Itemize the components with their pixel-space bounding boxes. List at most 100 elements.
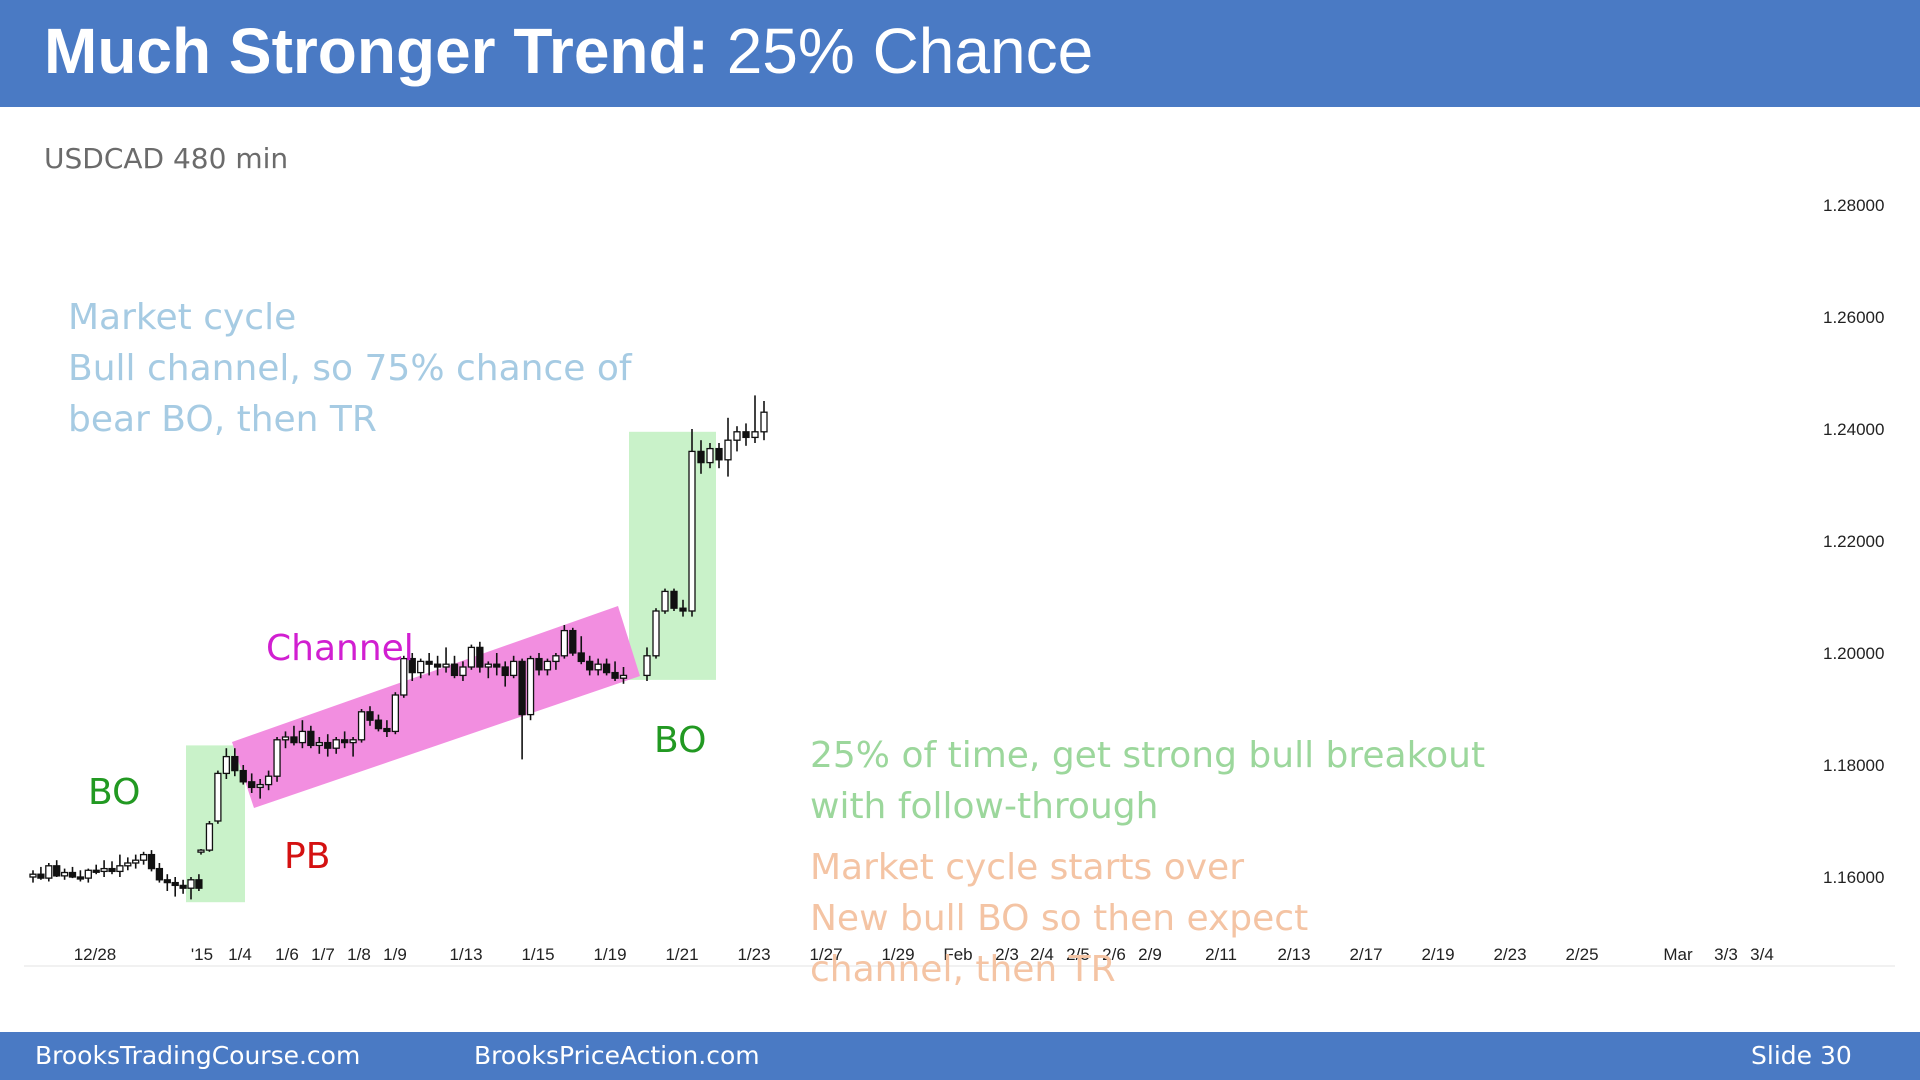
price-bar (484, 661, 492, 679)
bull-bar-body (560, 629, 568, 657)
x-tick-label: 1/6 (275, 945, 299, 964)
price-bar (408, 653, 416, 681)
y-tick-label: 1.16000 (1823, 868, 1884, 887)
bear-bar-body (408, 657, 416, 674)
price-bar (340, 731, 349, 749)
x-tick-label: 2/11 (1205, 945, 1237, 964)
bear-bar-body (307, 730, 315, 747)
x-tick-label: 1/27 (809, 945, 842, 964)
price-bar (560, 625, 568, 659)
price-bar (100, 860, 108, 877)
cycle-over-line-2: New bull BO so then expect (810, 898, 1309, 939)
price-bar (53, 860, 61, 877)
market-cycle-line-1: Market cycle (68, 297, 297, 338)
x-tick-label: 1/8 (347, 945, 371, 964)
price-bar (214, 770, 222, 824)
price-bar (733, 426, 741, 452)
price-bar (307, 725, 315, 749)
bull-bar-body (332, 739, 340, 749)
price-bar (442, 647, 450, 673)
x-tick-label: 12/28 (74, 945, 117, 964)
price-bar (29, 870, 37, 883)
bull-bar-body (197, 849, 205, 853)
bull-bar-body (652, 610, 660, 657)
channel-band (232, 606, 640, 808)
bull-bar-body (222, 755, 231, 775)
price-bar (239, 765, 247, 785)
bull-bar-body (60, 871, 69, 877)
x-tick-label: 1/29 (881, 945, 914, 964)
bull-bar-body (281, 736, 290, 741)
bear-bar-body (476, 646, 484, 668)
x-tick-label: 2/3 (995, 945, 1019, 964)
y-axis-ticks: 1.28000 1.26000 1.24000 1.22000 1.20000 1.180… (1823, 196, 1884, 887)
price-bar (357, 709, 366, 743)
footer-center-link[interactable]: BrooksPriceAction.com (474, 1041, 760, 1070)
bull-bar-body (526, 657, 535, 716)
price-bar (290, 725, 298, 746)
price-bar (751, 395, 759, 443)
price-bar (132, 854, 140, 869)
bear-bar-body (697, 450, 705, 464)
bull-bar-body (391, 694, 400, 733)
cycle-starts-over-note: Market cycle starts over New bull BO so … (810, 842, 1308, 995)
x-tick-label: 2/13 (1277, 945, 1310, 964)
x-tick-label: 1/19 (593, 945, 626, 964)
x-tick-label: 1/21 (665, 945, 698, 964)
price-bar (37, 866, 45, 880)
bo-right-label: BO (654, 720, 706, 761)
x-tick-label: 2/6 (1102, 945, 1126, 964)
bull-bar-body (688, 450, 696, 612)
bear-bar-body (374, 719, 383, 730)
price-bar (60, 868, 69, 880)
footer-left-link[interactable]: BrooksTradingCourse.com (35, 1041, 361, 1070)
price-bar (661, 588, 669, 614)
price-bar (724, 417, 732, 477)
bull-bar-body (349, 739, 357, 744)
price-bar (433, 655, 442, 676)
price-bar (688, 429, 696, 617)
price-bar (417, 658, 425, 679)
y-tick-label: 1.26000 (1823, 308, 1884, 327)
price-bar (197, 849, 205, 855)
bear-bar-body (37, 873, 45, 879)
pb-label: PB (284, 836, 330, 877)
bear-bar-body (611, 671, 619, 679)
price-bar (425, 653, 433, 676)
price-bar (332, 737, 340, 754)
price-bar (476, 641, 484, 673)
price-bar (179, 879, 187, 894)
bear-bar-body (248, 781, 256, 789)
price-bar (697, 440, 705, 474)
price-bar (248, 773, 256, 793)
x-tick-label: Mar (1663, 945, 1693, 964)
price-bar (742, 423, 750, 446)
y-tick-label: 1.24000 (1823, 420, 1884, 439)
bear-bar-body (569, 629, 577, 654)
cycle-over-line-1: Market cycle starts over (810, 847, 1245, 888)
chart-title: USDCAD 480 min (44, 142, 289, 175)
x-tick-label: 1/15 (521, 945, 554, 964)
title-bar: Much Stronger Trend: 25% Chance (0, 0, 1920, 107)
x-tick-label: Feb (943, 945, 972, 964)
x-tick-label: 1/4 (228, 945, 252, 964)
price-bar (281, 731, 290, 749)
x-tick-label: 2/23 (1493, 945, 1526, 964)
bear-bar-body (493, 663, 501, 668)
price-bar (374, 714, 383, 732)
bull-bar-body (484, 663, 492, 668)
bull-bar-body (45, 865, 53, 879)
bo-left-label: BO (88, 772, 140, 813)
y-tick-label: 1.18000 (1823, 756, 1884, 775)
bull-bar-body (187, 879, 195, 889)
bull-bar-body (256, 783, 264, 789)
price-bar (273, 737, 281, 782)
price-bar (501, 661, 509, 687)
x-tick-label: 2/25 (1565, 945, 1598, 964)
y-tick-label: 1.28000 (1823, 196, 1884, 215)
price-bar (163, 874, 171, 891)
x-tick-label: 2/9 (1138, 945, 1162, 964)
bull-bar-body (459, 666, 467, 677)
price-bar (124, 857, 132, 871)
bull-bar-body (706, 447, 714, 464)
